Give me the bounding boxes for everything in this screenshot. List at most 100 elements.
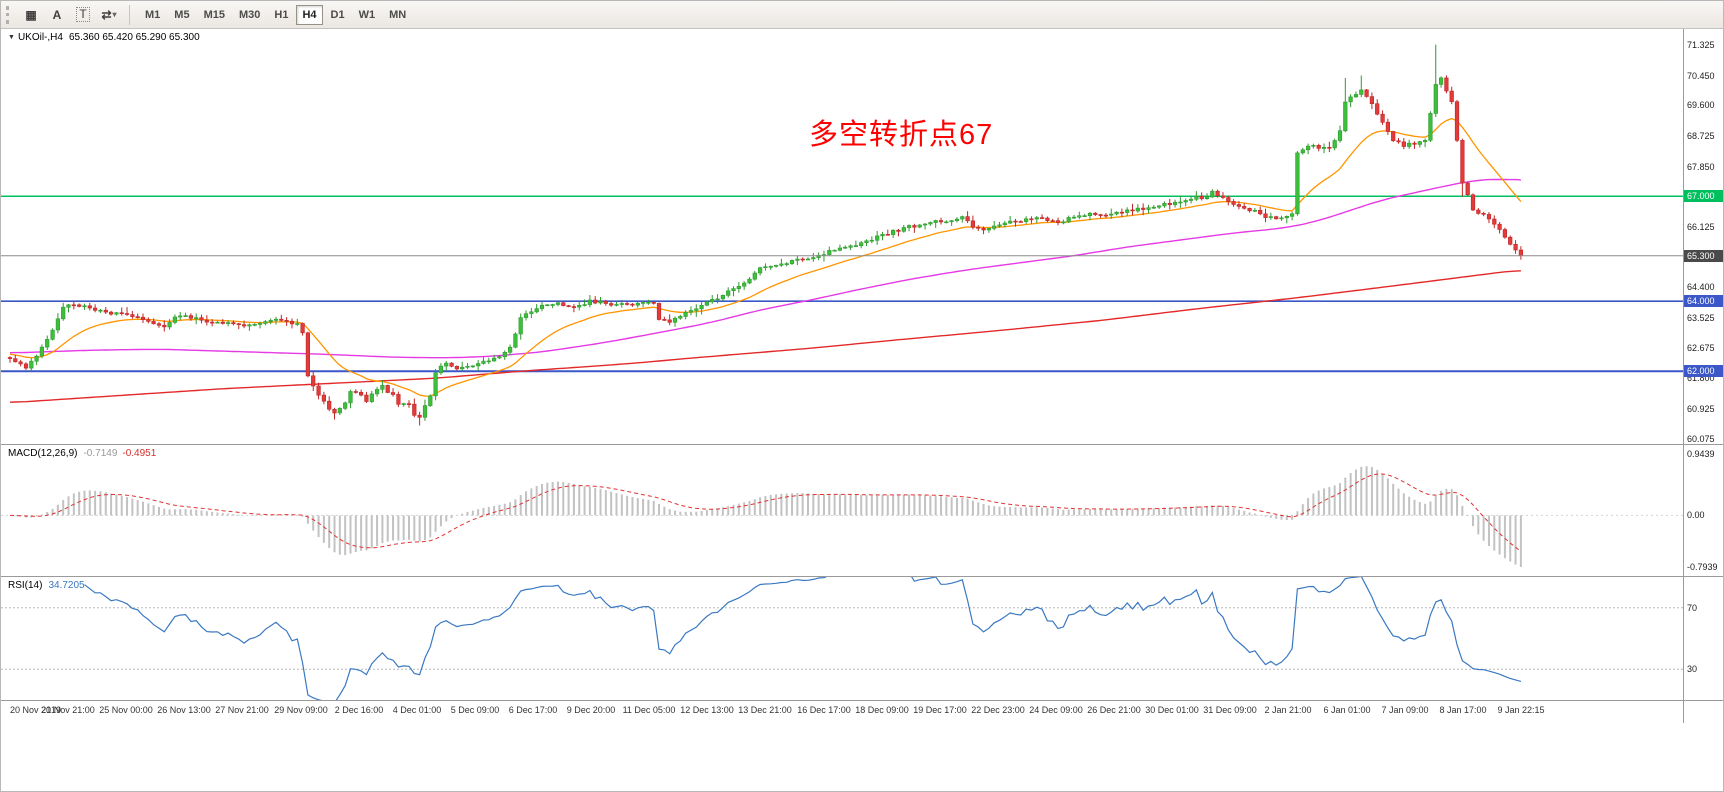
fast-ema [9, 117, 1522, 397]
timeframe-button-W1[interactable]: W1 [353, 5, 382, 25]
text-tool-icon: T [76, 7, 90, 22]
time-axis-label: 22 Dec 23:00 [971, 705, 1025, 715]
chart-header: ▼ UKOil-,H4 65.360 65.420 65.290 65.300 [8, 32, 200, 43]
time-axis-label: 16 Dec 17:00 [797, 705, 851, 715]
macd-signal-line [9, 473, 1522, 552]
price-axis-label: 60.075 [1687, 434, 1715, 444]
chart-annotation-text: 多空转折点67 [809, 119, 994, 151]
timeframe-button-H4[interactable]: H4 [296, 4, 323, 25]
time-axis-label: 9 Dec 20:00 [566, 705, 616, 715]
macd-signal-value: -0.4951 [122, 448, 157, 459]
price-axis-label: 62.675 [1687, 343, 1715, 353]
macd-panel: MACD(12,26,9) -0.7149 -0.4951 0.9439 0.00 -0… [1, 445, 1723, 577]
rsi-indicator-label: RSI(14) [8, 580, 43, 591]
objects-dropdown-button[interactable]: ⇄ ▾ [97, 4, 121, 26]
timeframe-button-M1[interactable]: M1 [139, 5, 166, 25]
annotation-tool-button[interactable]: A [45, 4, 69, 26]
chart-symbol-label: UKOil-,H4 [17, 32, 63, 43]
price-tag: 65.300 [1684, 250, 1723, 262]
macd-axis-label: 0.9439 [1687, 449, 1715, 459]
toolbar-grip[interactable] [6, 5, 12, 24]
timeframe-button-M5[interactable]: M5 [168, 5, 195, 25]
macd-header: MACD(12,26,9) -0.7149 -0.4951 [8, 448, 156, 459]
price-tag: 67.000 [1684, 190, 1723, 202]
charts-grid-icon[interactable]: ▦ [19, 4, 43, 26]
time-axis-label: 19 Dec 17:00 [913, 705, 967, 715]
time-axis-label: 20 Nov 2019 [10, 705, 62, 715]
time-axis-label: 26 Dec 21:00 [1087, 705, 1141, 715]
time-axis-label: 31 Dec 09:00 [1203, 705, 1257, 715]
macd-axis-label: -0.7939 [1687, 562, 1718, 572]
toolbar-separator [129, 4, 130, 25]
rsi-axis[interactable]: 70 30 [1683, 577, 1723, 700]
time-axis-label: 12 Dec 13:00 [680, 705, 734, 715]
medium-ma [9, 178, 1521, 359]
timeframe-button-M30[interactable]: M30 [233, 5, 266, 25]
time-axis-label: 27 Nov 21:00 [215, 705, 269, 715]
price-axis-label: 68.725 [1687, 131, 1715, 141]
price-axis-label: 63.525 [1687, 313, 1715, 323]
rsi-panel: RSI(14) 34.7205 70 30 [1, 577, 1723, 701]
time-axis-label: 2 Dec 16:00 [334, 705, 384, 715]
time-axis-label: 25 Nov 00:00 [99, 705, 153, 715]
rsi-plot-area[interactable]: RSI(14) 34.7205 [1, 577, 1683, 700]
rsi-chart[interactable] [1, 577, 1683, 700]
price-axis-label: 70.450 [1687, 71, 1715, 81]
time-axis-label: 2 Jan 21:00 [1264, 705, 1312, 715]
objects-arrows-icon: ⇄ [101, 7, 112, 22]
time-axis-label: 4 Dec 01:00 [392, 705, 442, 715]
macd-main-value: -0.7149 [83, 448, 118, 459]
toolbar: ▦ A T ⇄ ▾ M1 M5 M15 M30 H1 H4 D1 W1 MN [1, 1, 1723, 29]
time-axis-label: 18 Dec 09:00 [855, 705, 909, 715]
level-lines-layer [1, 195, 1683, 373]
macd-chart[interactable] [1, 445, 1683, 576]
axis-corner [1683, 701, 1723, 723]
time-axis[interactable]: 20 Nov 2019 21 Nov 21:00 25 Nov 00:00 26 No… [1, 701, 1683, 723]
main-chart-panel: ▼ UKOil-,H4 65.360 65.420 65.290 65.300 多空… [1, 29, 1723, 445]
price-axis-label: 66.125 [1687, 222, 1715, 232]
time-axis-label: 6 Dec 17:00 [508, 705, 558, 715]
chart-menu-icon[interactable]: ▼ [8, 34, 15, 41]
rsi-axis-label: 30 [1687, 664, 1698, 674]
macd-axis-label: 0.00 [1687, 510, 1705, 520]
rsi-value: 34.7205 [48, 580, 85, 591]
timeframe-button-D1[interactable]: D1 [325, 5, 351, 25]
macd-histogram-layer [14, 466, 1522, 567]
time-axis-label: 7 Jan 09:00 [1381, 705, 1429, 715]
timeframe-group: M1 M5 M15 M30 H1 H4 D1 W1 MN [138, 4, 413, 25]
chart-ohlc-values: 65.360 65.420 65.290 65.300 [68, 32, 200, 43]
main-plot-area[interactable]: ▼ UKOil-,H4 65.360 65.420 65.290 65.300 多空… [1, 29, 1683, 444]
price-axis-label: 69.600 [1687, 100, 1715, 110]
macd-plot-area[interactable]: MACD(12,26,9) -0.7149 -0.4951 [1, 445, 1683, 576]
time-axis-label: 9 Jan 22:15 [1497, 705, 1545, 715]
bottom-whitespace [1, 723, 1723, 791]
time-axis-label: 13 Dec 21:00 [738, 705, 792, 715]
text-tool-button[interactable]: T [71, 4, 95, 26]
rsi-header: RSI(14) 34.7205 [8, 580, 85, 591]
time-axis-label: 21 Nov 21:00 [41, 705, 95, 715]
time-axis-label: 5 Dec 09:00 [450, 705, 500, 715]
price-tag: 64.000 [1684, 295, 1723, 307]
time-axis-label: 29 Nov 09:00 [274, 705, 328, 715]
time-axis-label: 26 Nov 13:00 [157, 705, 211, 715]
price-axis-label: 60.925 [1687, 404, 1715, 414]
time-axis-label: 6 Jan 01:00 [1323, 705, 1371, 715]
price-axis-label: 61.800 [1687, 373, 1715, 383]
timeframe-button-H1[interactable]: H1 [268, 5, 294, 25]
timeframe-button-MN[interactable]: MN [383, 5, 412, 25]
time-axis-row: 20 Nov 2019 21 Nov 21:00 25 Nov 00:00 26 No… [1, 701, 1723, 723]
candlestick-chart[interactable] [1, 29, 1683, 444]
timeframe-button-M15[interactable]: M15 [198, 5, 231, 25]
price-axis-label: 64.400 [1687, 282, 1715, 292]
macd-axis[interactable]: 0.9439 0.00 -0.7939 [1683, 445, 1723, 576]
price-axis[interactable]: 71.325 70.450 69.600 68.725 67.850 66.125 64.4… [1683, 29, 1723, 444]
price-axis-label: 71.325 [1687, 40, 1715, 50]
rsi-line [84, 577, 1522, 700]
time-axis-label: 30 Dec 01:00 [1145, 705, 1199, 715]
price-tag: 62.000 [1684, 365, 1723, 377]
time-axis-label: 24 Dec 09:00 [1029, 705, 1083, 715]
time-axis-label: 8 Jan 17:00 [1439, 705, 1487, 715]
time-axis-label: 11 Dec 05:00 [622, 705, 676, 715]
rsi-axis-label: 70 [1687, 603, 1698, 613]
